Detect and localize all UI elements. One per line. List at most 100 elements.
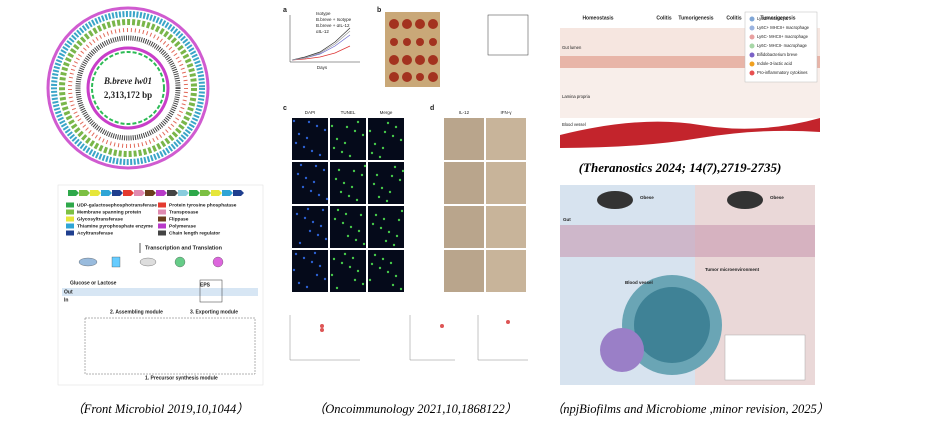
cell [379, 226, 383, 230]
cell [401, 169, 405, 173]
cell [315, 273, 319, 277]
cell [389, 261, 393, 265]
legend-label: Ly6C- MHCII- macrophage [757, 43, 808, 48]
cell [330, 273, 334, 277]
cell [297, 281, 301, 285]
legend-swatch [66, 223, 74, 229]
cell [312, 180, 316, 184]
gene-arrow [200, 190, 211, 196]
cell [335, 286, 339, 290]
legend-dot [749, 16, 755, 22]
pathway-label: 2. Assembling module [110, 309, 163, 315]
cell [314, 164, 318, 168]
legend-label: Protein tyrosine phosphatase [169, 202, 237, 208]
legend-dot [749, 61, 755, 67]
cell [385, 199, 389, 203]
obese-schematic: Obese Obese Gut Blood vessel Tumor microenvi… [560, 185, 815, 385]
cell [377, 195, 381, 199]
cell [355, 198, 359, 202]
gene-arrow [189, 190, 200, 196]
series-label: Isotype [316, 11, 331, 16]
cell [346, 234, 350, 238]
cell [308, 229, 312, 233]
cell [368, 129, 372, 133]
column-label: DAPI [305, 110, 316, 115]
cell [311, 220, 315, 224]
cell [360, 173, 364, 177]
cell [399, 287, 403, 291]
micrograph [330, 162, 366, 204]
legend-swatch [66, 230, 74, 236]
cell [394, 274, 398, 278]
cell [323, 128, 327, 132]
gene-arrow [222, 190, 233, 196]
caption: (Theranostics 2024; 14(7),2719-2735) [579, 160, 782, 175]
cell [370, 262, 374, 266]
diagram-label: Obese [640, 195, 654, 200]
micrograph [330, 206, 366, 248]
gene-arrow [90, 190, 101, 196]
cell [310, 260, 314, 264]
legend-label: Membrane spanning protein [77, 209, 141, 215]
cell [292, 268, 296, 272]
diagram-label: Gut [563, 217, 571, 222]
cell [353, 129, 357, 133]
legend-label: Glycosyltransferase [77, 216, 123, 222]
gene-arrow [123, 190, 134, 196]
genome-size: 2,313,172 bp [104, 90, 152, 100]
cell [372, 182, 376, 186]
cell [381, 146, 385, 150]
stage-label: Tumorigenesis [760, 15, 795, 21]
cell [317, 193, 321, 197]
cell [305, 285, 309, 289]
cell [348, 154, 352, 158]
diagram-label: Blood vessel [625, 280, 653, 285]
gene-arrow [145, 190, 156, 196]
legend-label: Bifidobacterium breve [757, 52, 798, 57]
caption: （npjBiofilms and Microbiome ,minor revis… [551, 402, 830, 416]
diagram-label: Obese [770, 195, 784, 200]
cell [362, 242, 366, 246]
gene-arrow [79, 190, 90, 196]
ihc-image [486, 250, 526, 292]
cell [393, 165, 397, 169]
column-label: IFN-γ [501, 110, 513, 115]
cell [386, 270, 390, 274]
stage-label: Tumorigenesis [678, 15, 713, 21]
cell [344, 212, 348, 216]
caption: （Oncoimmunology 2021,10,1868122） [313, 402, 518, 416]
gene-arrow [112, 190, 123, 196]
legend-swatch [158, 216, 166, 222]
cell [341, 221, 345, 225]
legend-label: Polymerase [169, 223, 196, 229]
cell [378, 266, 382, 270]
cell [310, 149, 314, 153]
gene-arrow [211, 190, 222, 196]
cell [388, 190, 392, 194]
cell [302, 145, 306, 149]
gene-arrow [134, 190, 145, 196]
cell [356, 120, 360, 124]
cell [325, 197, 329, 201]
cell [378, 155, 382, 159]
cell [336, 208, 340, 212]
cell [304, 176, 308, 180]
legend-dot [749, 52, 755, 58]
cell [382, 217, 386, 221]
cell [298, 241, 302, 245]
cell [307, 120, 311, 124]
legend-label: Chain length regulator [169, 230, 220, 236]
cell [334, 177, 338, 181]
cell [309, 189, 313, 193]
cell [351, 256, 355, 260]
cell [370, 151, 374, 155]
series-label: B.breve + Isotype [316, 17, 352, 22]
gene-arrow [101, 190, 112, 196]
cell [296, 172, 300, 176]
cell [347, 194, 351, 198]
ihc-image [444, 118, 484, 160]
cell [380, 186, 384, 190]
legend-swatch [66, 202, 74, 208]
cell [340, 261, 344, 265]
